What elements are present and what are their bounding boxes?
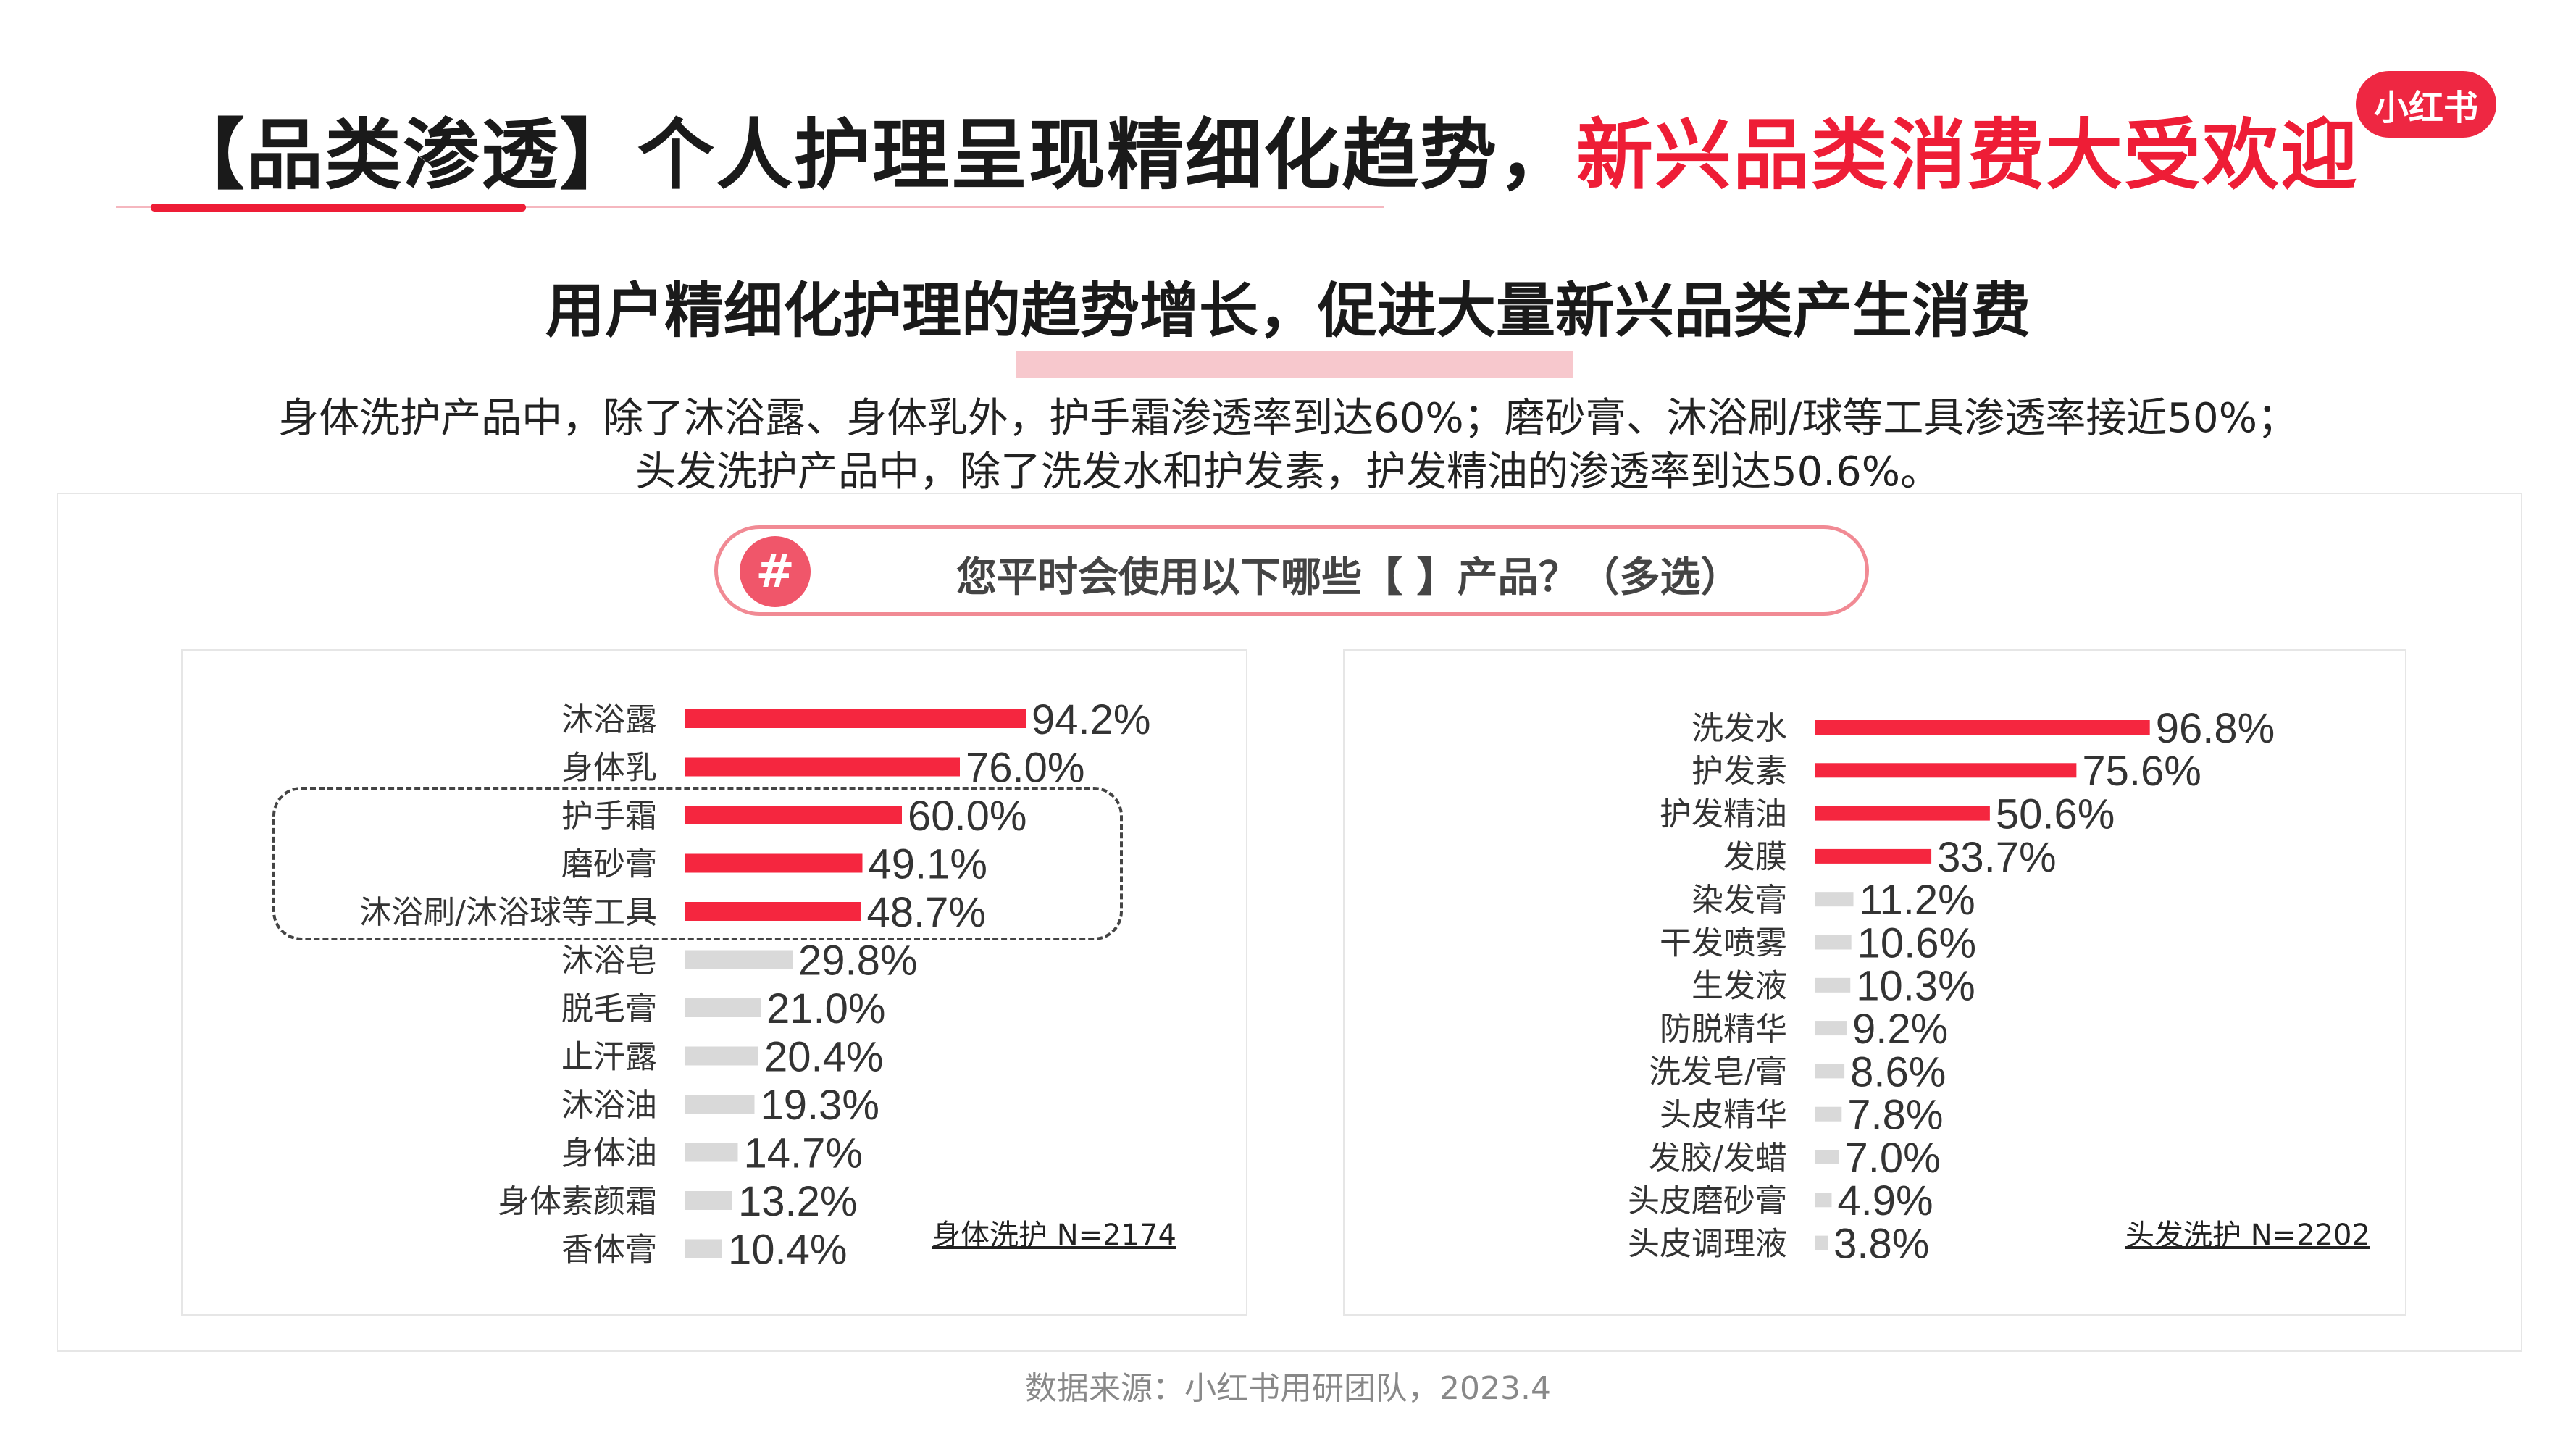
category-label: 头皮精华 — [1660, 1097, 1787, 1134]
category-label: 止汗露 — [561, 1038, 657, 1075]
data-label: 10.3% — [1856, 963, 1975, 1010]
category-label: 洗发水 — [1691, 710, 1787, 747]
category-label: 防脱精华 — [1660, 1011, 1787, 1048]
data-label: 11.2% — [1860, 877, 1975, 924]
bar — [685, 853, 863, 873]
data-label: 29.8% — [798, 937, 917, 984]
bar — [685, 757, 960, 777]
category-label: 发胶/发蜡 — [1649, 1140, 1787, 1177]
data-label: 60.0% — [908, 793, 1026, 840]
data-label: 13.2% — [738, 1178, 857, 1225]
bar — [685, 1191, 732, 1210]
title-accent-bar — [151, 204, 526, 212]
bar — [685, 998, 761, 1017]
category-label: 干发喷雾 — [1660, 924, 1787, 961]
data-label: 10.6% — [1857, 919, 1976, 966]
data-label: 50.6% — [1996, 790, 2115, 838]
data-label: 9.2% — [1852, 1006, 1948, 1053]
bar — [1815, 1064, 1845, 1079]
bar — [1815, 763, 2077, 778]
bar — [1815, 1235, 1828, 1250]
bar — [1815, 977, 1851, 993]
category-label: 磨砂膏 — [561, 845, 657, 882]
bar — [1815, 935, 1852, 950]
subtitle: 用户精细化护理的趋势增长，促进大量新兴品类产生消费 — [545, 277, 2031, 346]
data-label: 7.0% — [1844, 1135, 1940, 1182]
category-label: 沐浴皂 — [561, 942, 657, 979]
category-label: 香体膏 — [561, 1231, 657, 1268]
category-label: 护发素 — [1691, 753, 1787, 790]
page-title: 【品类渗透】个人护理呈现精细化趋势，新兴品类消费大受欢迎 — [168, 93, 2359, 204]
category-label: 护发精油 — [1660, 796, 1787, 832]
hair-care-sample-note: 头发洗护 N=2202 — [2125, 1219, 2370, 1252]
chart-frame — [57, 493, 2522, 1352]
bar — [1815, 848, 1932, 864]
category-label: 发膜 — [1723, 839, 1787, 876]
category-label: 染发膏 — [1691, 882, 1787, 919]
page-title-highlight: 新兴品类消费大受欢迎 — [1576, 111, 2359, 200]
body-care-sample-note: 身体洗护 N=2174 — [932, 1219, 1176, 1252]
data-label: 94.2% — [1032, 696, 1150, 743]
bar — [1815, 1150, 1839, 1164]
data-label: 75.6% — [2082, 748, 2201, 795]
data-label: 10.4% — [728, 1226, 847, 1273]
bar — [685, 806, 902, 824]
category-label: 身体乳 — [561, 749, 657, 786]
bar — [1815, 806, 1990, 821]
question-text: 您平时会使用以下哪些【 】产品？（多选） — [956, 554, 1741, 601]
category-label: 沐浴油 — [561, 1087, 657, 1124]
data-label: 21.0% — [766, 985, 885, 1032]
bar — [685, 1239, 722, 1258]
category-label: 生发液 — [1691, 968, 1787, 1005]
bar — [1815, 1193, 1832, 1208]
xiaohongshu-logo: 小红书 — [2356, 71, 2496, 138]
bar — [685, 709, 1026, 728]
data-label: 76.0% — [966, 744, 1084, 791]
highlight-dashed-box — [272, 787, 1123, 940]
bar — [685, 1046, 758, 1066]
data-label: 33.7% — [1937, 834, 2056, 881]
data-label: 8.6% — [1850, 1048, 1946, 1095]
bar — [685, 1143, 738, 1162]
page-title-main: 【品类渗透】个人护理呈现精细化趋势， — [168, 111, 1576, 200]
category-label: 沐浴露 — [561, 701, 657, 738]
category-label: 沐浴刷/沐浴球等工具 — [359, 894, 657, 931]
data-label: 20.4% — [764, 1033, 883, 1080]
description-line-2: 头发洗护产品中，除了洗发水和护发素，护发精油的渗透率到达50.6%。 — [635, 448, 1941, 496]
category-label: 头皮磨砂膏 — [1628, 1182, 1787, 1219]
category-label: 脱毛膏 — [561, 990, 657, 1027]
bar — [1815, 892, 1854, 907]
hashtag-icon: # — [740, 536, 811, 607]
category-label: 身体油 — [561, 1135, 657, 1172]
bar — [1815, 720, 2150, 735]
bar — [1815, 1021, 1847, 1036]
category-label: 头皮调理液 — [1628, 1225, 1787, 1262]
subtitle-highlight — [1016, 351, 1573, 378]
data-label: 4.9% — [1837, 1177, 1933, 1224]
data-label: 49.1% — [869, 840, 987, 888]
data-label: 14.7% — [744, 1129, 863, 1177]
description-line-1: 身体洗护产品中，除了沐浴露、身体乳外，护手霜渗透率到达60%；磨砂膏、沐浴刷/球… — [278, 395, 2298, 442]
question-pill — [714, 525, 1869, 616]
bar — [1815, 1106, 1842, 1122]
data-label: 48.7% — [867, 889, 986, 936]
bar — [685, 1095, 755, 1114]
bar — [685, 950, 793, 969]
category-label: 洗发皂/膏 — [1649, 1053, 1787, 1090]
title-underline — [116, 206, 1384, 208]
hair-care-panel — [1343, 649, 2406, 1316]
data-label: 3.8% — [1833, 1220, 1929, 1267]
bar — [685, 902, 861, 921]
data-label: 96.8% — [2156, 705, 2275, 752]
data-label: 19.3% — [761, 1082, 879, 1129]
category-label: 护手霜 — [561, 798, 657, 835]
category-label: 身体素颜霜 — [498, 1183, 657, 1220]
data-label: 7.8% — [1847, 1092, 1943, 1139]
data-source: 数据来源：小红书用研团队，2023.4 — [1025, 1370, 1551, 1407]
